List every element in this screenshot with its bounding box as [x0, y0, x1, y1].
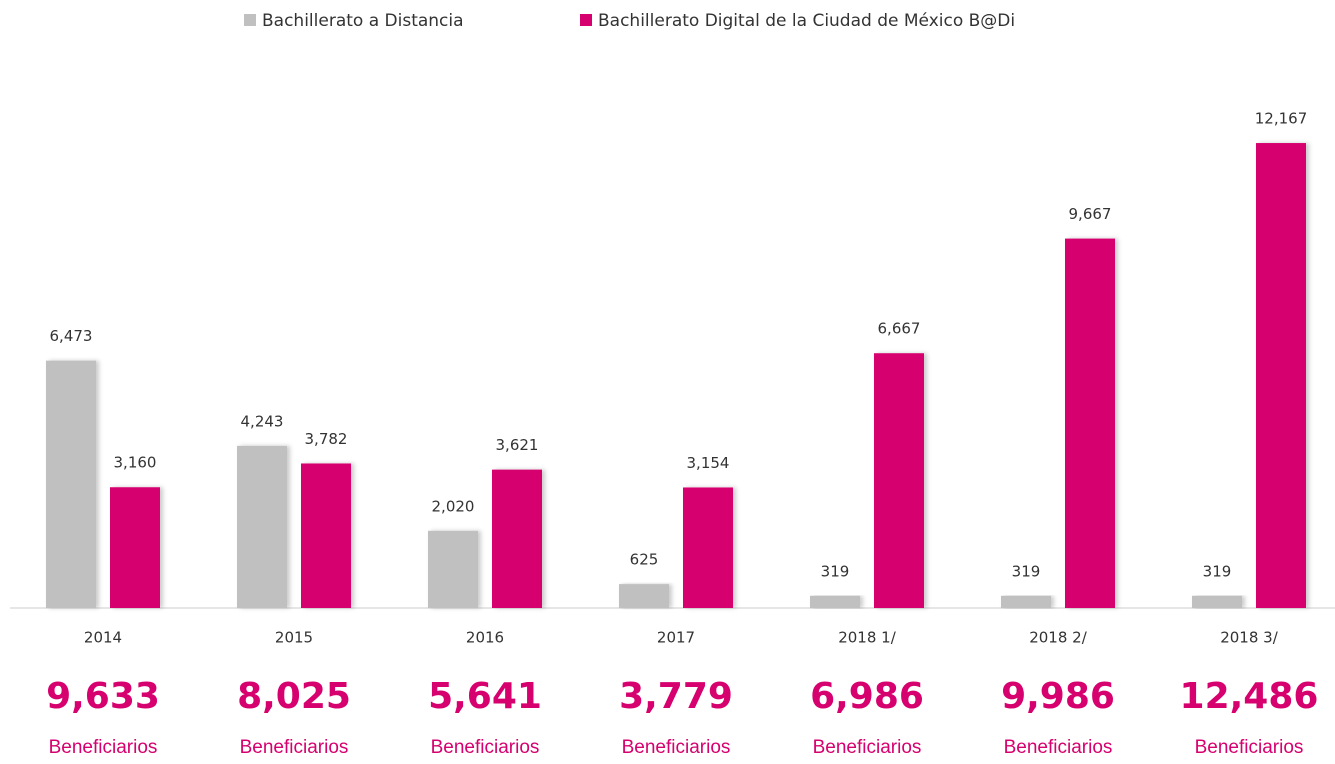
bar [46, 360, 96, 608]
value-label: 3,782 [305, 430, 348, 448]
value-label: 319 [821, 562, 850, 580]
total-label: 9,986 [1001, 676, 1115, 717]
total-label: 12,486 [1180, 676, 1319, 717]
x-tick-label: 2018 3/ [1220, 629, 1278, 647]
legend-label: Bachillerato Digital de la Ciudad de Méx… [598, 11, 1015, 31]
value-label: 2,020 [432, 497, 475, 515]
bar [874, 353, 924, 608]
x-tick-label: 2018 1/ [838, 629, 896, 647]
value-label: 3,621 [496, 436, 539, 454]
value-label: 9,667 [1069, 205, 1112, 223]
x-tick-label: 2014 [84, 629, 122, 647]
bar [683, 487, 733, 608]
bar [110, 487, 160, 608]
value-label: 12,167 [1255, 110, 1308, 128]
value-label: 3,160 [114, 454, 157, 472]
total-caption: Beneficiarios [49, 737, 158, 758]
value-label: 4,243 [241, 412, 284, 430]
total-label: 5,641 [428, 676, 542, 717]
x-tick-label: 2016 [466, 629, 504, 647]
value-label: 6,667 [878, 320, 921, 338]
legend-swatch [244, 14, 256, 26]
x-tick-label: 2015 [275, 629, 313, 647]
total-caption: Beneficiarios [431, 737, 540, 758]
total-label: 6,986 [810, 676, 924, 717]
value-label: 6,473 [50, 327, 93, 345]
bar [237, 445, 287, 608]
value-label: 3,154 [687, 454, 730, 472]
total-caption: Beneficiarios [1004, 737, 1113, 758]
bar [1192, 595, 1242, 608]
total-label: 3,779 [619, 676, 733, 717]
bar [1256, 143, 1306, 608]
value-label: 319 [1012, 562, 1041, 580]
total-caption: Beneficiarios [622, 737, 731, 758]
bar [428, 530, 478, 608]
x-tick-label: 2017 [657, 629, 695, 647]
bar [301, 463, 351, 608]
total-caption: Beneficiarios [813, 737, 922, 758]
legend-label: Bachillerato a Distancia [262, 11, 464, 31]
total-label: 9,633 [46, 676, 160, 717]
bar [619, 584, 669, 608]
bar [810, 595, 860, 608]
legend-swatch [580, 14, 592, 26]
bar [1001, 595, 1051, 608]
value-label: 625 [630, 551, 659, 569]
total-caption: Beneficiarios [1195, 737, 1304, 758]
total-label: 8,025 [237, 676, 351, 717]
bar [492, 469, 542, 608]
total-caption: Beneficiarios [240, 737, 349, 758]
x-tick-label: 2018 2/ [1029, 629, 1087, 647]
bar [1065, 238, 1115, 608]
value-label: 319 [1203, 562, 1232, 580]
